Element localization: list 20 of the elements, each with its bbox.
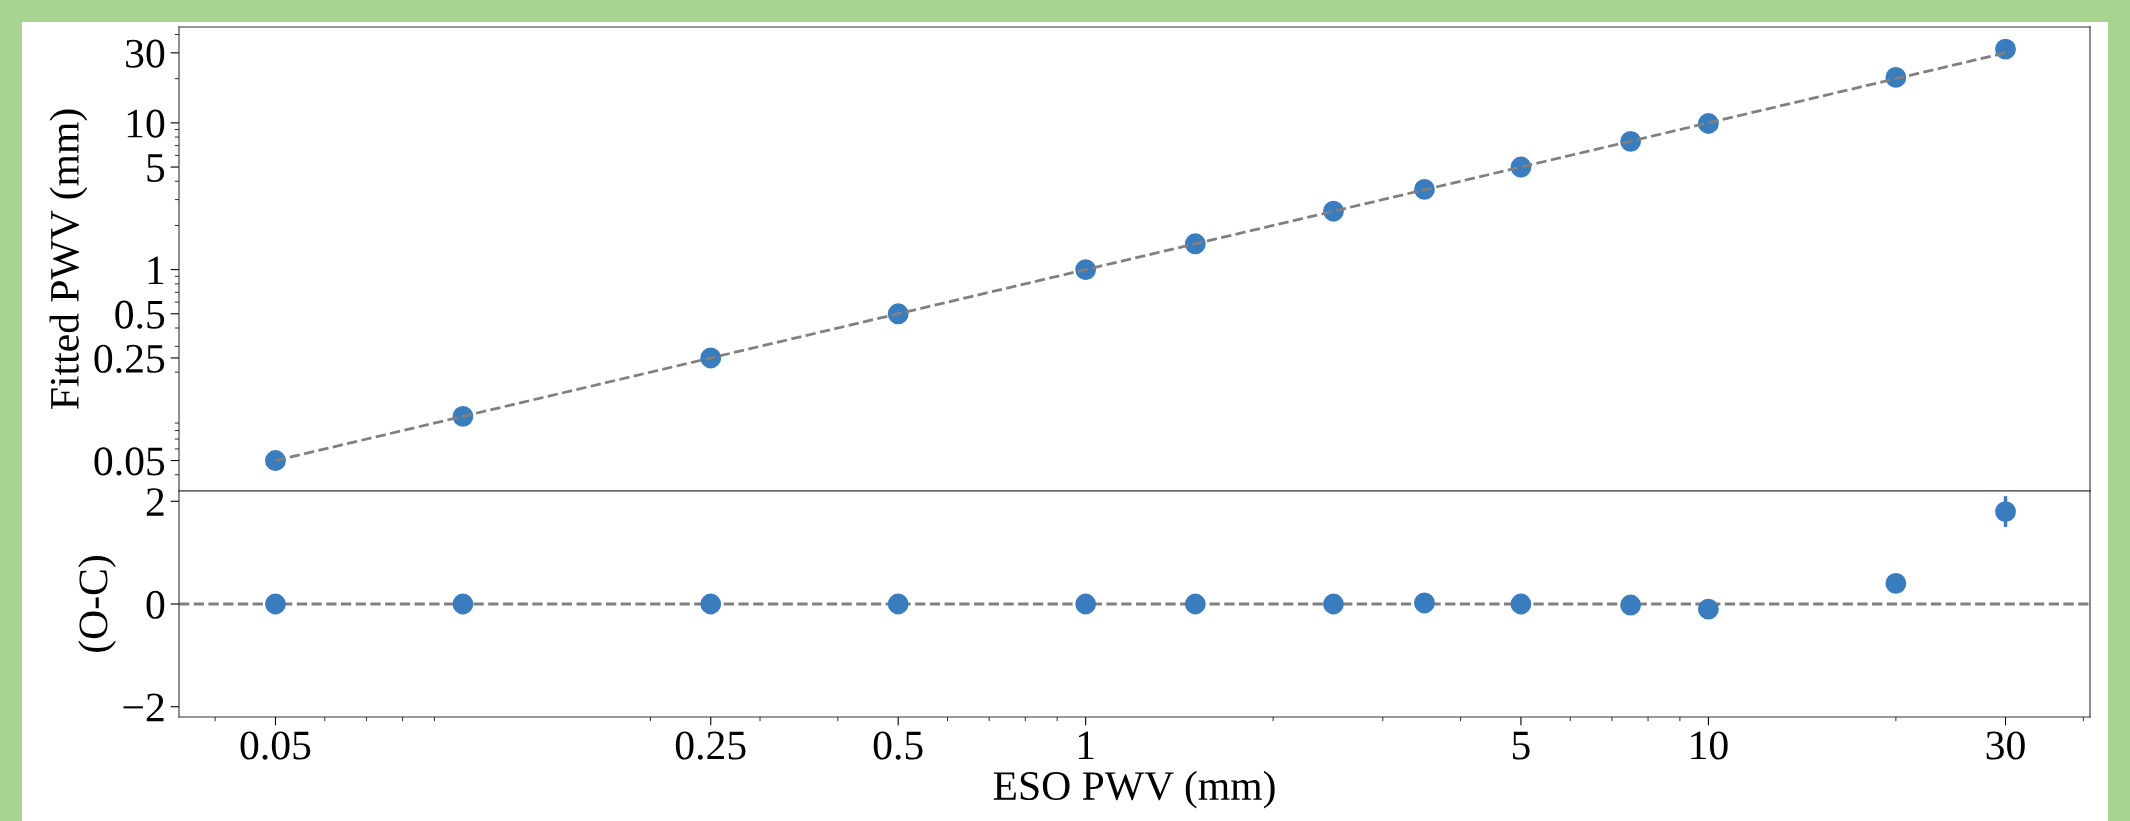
x-axis-title: ESO PWV (mm) (993, 770, 1275, 809)
y-tick-label: 0.05 (94, 447, 165, 476)
x-tick-label: 0.25 (675, 731, 746, 760)
y-tick-label: 5 (147, 154, 165, 182)
y-tick-label: −2 (123, 693, 164, 722)
y-tick-label: 0 (146, 590, 165, 619)
y-tick-label: 30 (126, 39, 165, 68)
y-tick-label: 1 (148, 256, 164, 285)
x-tick-label: 0.5 (873, 731, 923, 760)
x-tick-label: 5 (1512, 731, 1530, 760)
y-tick-label: 0.25 (94, 344, 165, 374)
x-tick-label: 10 (1691, 731, 1728, 760)
x-tick-label: 30 (1986, 731, 2025, 760)
y-tick-label: 10 (127, 109, 165, 138)
x-tick-label: 1 (1078, 731, 1094, 760)
y-tick-label: 0.5 (115, 300, 165, 329)
y-tick-label: 2 (146, 488, 164, 516)
x-tick-label: 0.05 (240, 731, 311, 760)
y-axis-title: Fitted PWV (mm) (49, 109, 88, 410)
y-axis-title: (O-C) (78, 556, 116, 652)
